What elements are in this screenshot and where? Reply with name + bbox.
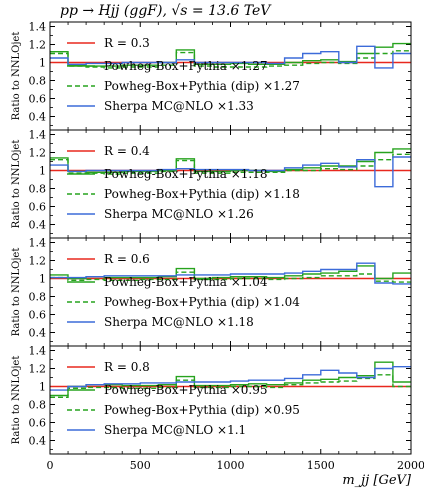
y-axis-label: Ratio to NNLOjet xyxy=(11,248,22,337)
series-line-3 xyxy=(50,50,411,69)
series-line-3 xyxy=(50,374,411,398)
figure-title: pp → Hjj (ggF), √s = 13.6 TeV xyxy=(60,3,272,19)
x-tick-label: 2000 xyxy=(397,459,424,472)
x-axis-label: m_jj [GeV] xyxy=(342,473,412,488)
legend-label: Sherpa MC@NLO ×1.26 xyxy=(104,207,254,221)
y-axis-label: Ratio to NNLOjet xyxy=(11,32,22,121)
series-line-4 xyxy=(50,156,411,188)
legend-label: Sherpa MC@NLO ×1.33 xyxy=(104,99,254,113)
y-tick-label: 0.8 xyxy=(29,75,47,88)
panel-2: 0.4 0.6 0.8 1 1.2 1.4 R = 0.4 Powheg-Box+Pythia… xyxy=(11,129,412,239)
y-tick-label: 1.4 xyxy=(29,345,47,358)
y-tick-label: 0.4 xyxy=(29,435,47,448)
y-tick-label: 1 xyxy=(39,273,46,286)
y-tick-label: 0.6 xyxy=(29,93,47,106)
panel-1: 0.4 0.6 0.8 1 1.2 1.4 R = 0.3 Powheg-Box+Pythia… xyxy=(11,21,412,131)
legend-label: Powheg-Box+Pythia ×0.95 xyxy=(104,383,268,397)
y-tick-label: 1.2 xyxy=(29,39,47,52)
y-tick-label: 0.4 xyxy=(29,327,47,340)
y-tick-label: 1.4 xyxy=(29,21,47,34)
y-tick-label: 0.6 xyxy=(29,309,47,322)
legend-label: Sherpa MC@NLO ×1.1 xyxy=(104,423,246,437)
y-tick-label: 0.6 xyxy=(29,417,47,430)
series-line-3 xyxy=(50,153,411,175)
legend-label: R = 0.4 xyxy=(104,144,150,158)
panel-4: 0.4 0.6 0.8 1 1.2 1.4 R = 0.8 Powheg-Box+Pythia… xyxy=(11,345,412,455)
y-tick-label: 1.2 xyxy=(29,363,47,376)
y-tick-label: 1.2 xyxy=(29,147,47,160)
series-line-3 xyxy=(50,271,411,283)
panel-3: 0.4 0.6 0.8 1 1.2 1.4 R = 0.6 Powheg-Box+Pythia… xyxy=(11,237,412,347)
y-axis-label: Ratio to NNLOjet xyxy=(11,140,22,229)
x-tick-label: 1000 xyxy=(217,459,245,472)
legend-label: R = 0.6 xyxy=(104,252,150,266)
legend-label: R = 0.3 xyxy=(104,36,150,50)
y-tick-label: 1 xyxy=(39,57,46,70)
y-tick-label: 0.4 xyxy=(29,111,47,124)
legend-label: Powheg-Box+Pythia ×1.27 xyxy=(104,59,268,73)
legend-label: Powheg-Box+Pythia (dip) ×1.27 xyxy=(104,79,300,93)
legend-label: Sherpa MC@NLO ×1.18 xyxy=(104,315,254,329)
y-tick-label: 1 xyxy=(39,381,46,394)
y-tick-label: 0.4 xyxy=(29,219,47,232)
x-tick-label: 500 xyxy=(130,459,151,472)
legend-label: R = 0.8 xyxy=(104,360,150,374)
legend-label: Powheg-Box+Pythia ×1.04 xyxy=(104,275,268,289)
legend-label: Powheg-Box+Pythia (dip) ×1.04 xyxy=(104,295,300,309)
x-tick-label: 1500 xyxy=(307,459,335,472)
y-tick-label: 1.2 xyxy=(29,255,47,268)
y-tick-label: 1.4 xyxy=(29,237,47,250)
y-tick-label: 0.8 xyxy=(29,399,47,412)
series-line-4 xyxy=(50,366,411,391)
panel-frame xyxy=(49,345,412,455)
y-tick-label: 0.8 xyxy=(29,183,47,196)
y-tick-label: 1 xyxy=(39,165,46,178)
legend-label: Powheg-Box+Pythia (dip) ×0.95 xyxy=(104,403,300,417)
y-tick-label: 1.4 xyxy=(29,129,47,142)
legend-label: Powheg-Box+Pythia ×1.18 xyxy=(104,167,268,181)
legend-label: Powheg-Box+Pythia (dip) ×1.18 xyxy=(104,187,300,201)
x-tick-label: 0 xyxy=(47,459,54,472)
series-line-4 xyxy=(50,45,411,69)
series-line-2 xyxy=(50,265,411,280)
y-tick-label: 0.6 xyxy=(29,201,47,214)
series-line-4 xyxy=(50,262,411,285)
y-axis-label: Ratio to NNLOjet xyxy=(11,356,22,445)
x-axis: 0 500 1000 1500 2000 xyxy=(47,459,424,472)
y-tick-label: 0.8 xyxy=(29,291,47,304)
panels-group: 0.4 0.6 0.8 1 1.2 1.4 R = 0.3 Powheg-Box+Pythia… xyxy=(11,21,412,455)
